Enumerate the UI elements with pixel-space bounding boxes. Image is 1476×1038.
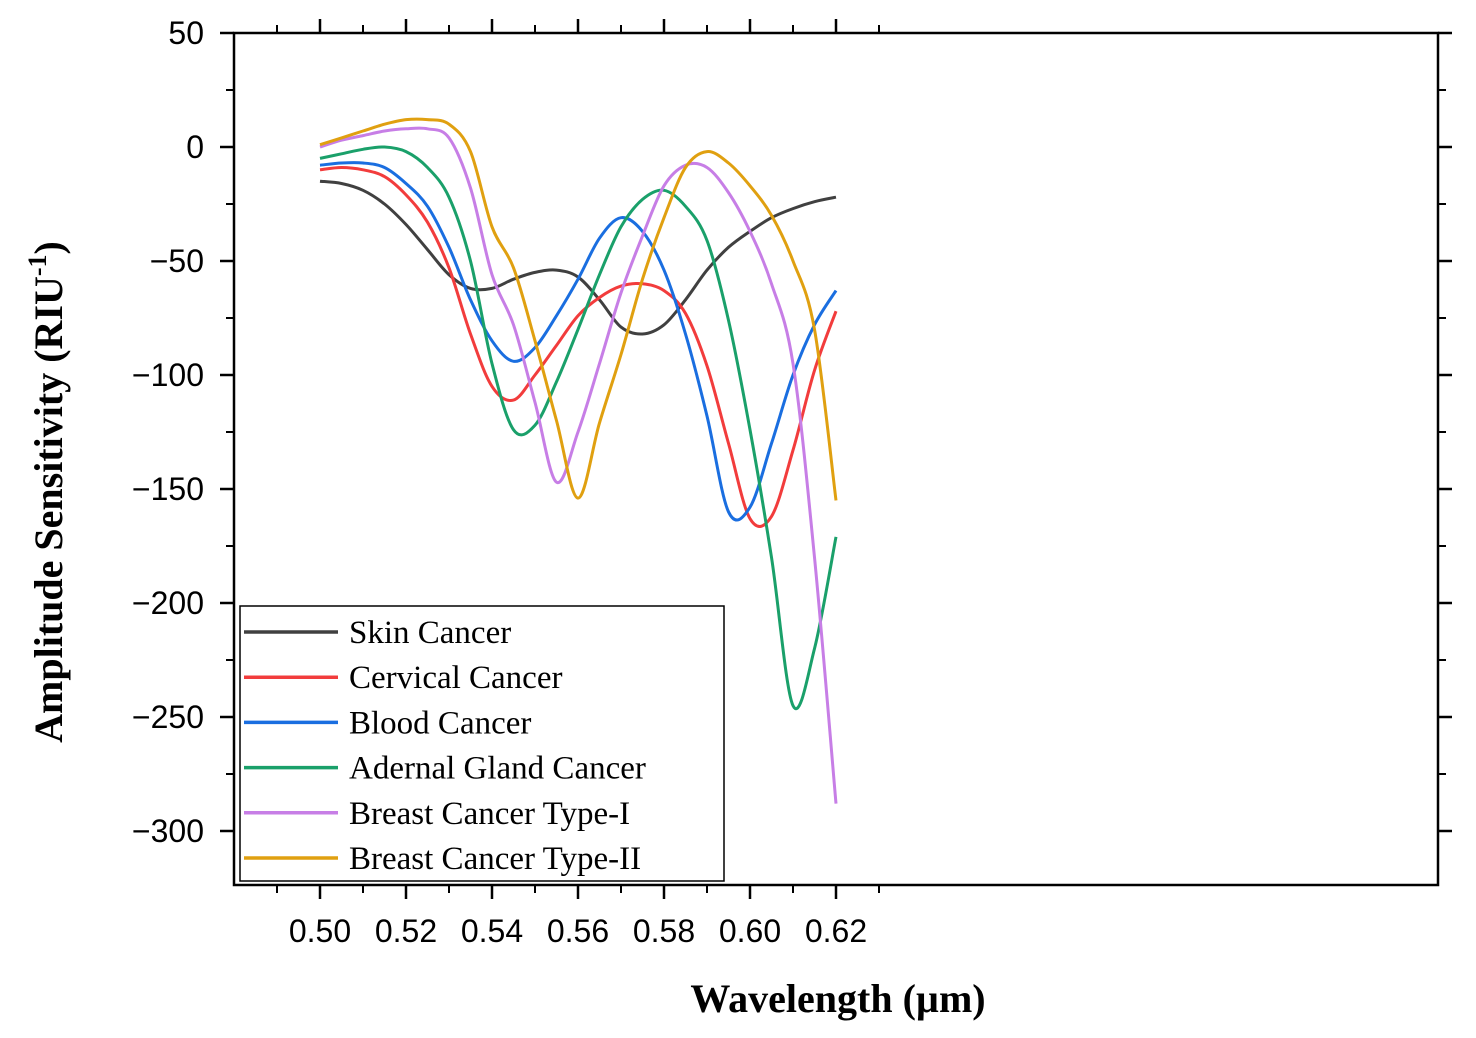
y-axis-title-main: Amplitude Sensitivity (RIU bbox=[26, 276, 71, 743]
legend-label-blood-cancer: Blood Cancer bbox=[349, 705, 531, 741]
x-tick-label: 0.54 bbox=[461, 913, 523, 949]
y-tick-label: 0 bbox=[186, 129, 204, 165]
series-lines bbox=[319, 117, 838, 804]
x-tick-label: 0.56 bbox=[547, 913, 609, 949]
x-axis-title: Wavelength (µm) bbox=[690, 976, 985, 1021]
x-tick-label: 0.62 bbox=[805, 913, 867, 949]
y-tick-label: −150 bbox=[132, 471, 204, 507]
x-tick-label: 0.52 bbox=[375, 913, 437, 949]
x-tick-label: 0.60 bbox=[719, 913, 781, 949]
legend-label-cervical-cancer: Cervical Cancer bbox=[349, 660, 562, 696]
y-tick-label: −250 bbox=[132, 699, 204, 735]
legend-label-adernal-gland-cancer: Adernal Gland Cancer bbox=[349, 751, 646, 787]
series-line-blood-cancer bbox=[319, 161, 838, 522]
y-axis-title: Amplitude Sensitivity (RIU-1) bbox=[23, 241, 71, 743]
y-tick-label: −50 bbox=[150, 243, 204, 279]
axis-ticks bbox=[220, 19, 1452, 899]
legend: Skin Cancer Cervical Cancer Blood Cancer Ad… bbox=[239, 605, 725, 882]
y-tick-label: −200 bbox=[132, 585, 204, 621]
y-axis-title-close: ) bbox=[26, 241, 71, 254]
x-tick-label: 0.58 bbox=[633, 913, 695, 949]
series-line-cervical-cancer bbox=[319, 166, 838, 528]
legend-label-breast-cancer-type-ii: Breast Cancer Type-II bbox=[349, 841, 641, 877]
y-tick-label: −300 bbox=[132, 813, 204, 849]
x-tick-label: 0.50 bbox=[289, 913, 351, 949]
x-tick-labels: 0.50 0.52 0.54 0.56 0.58 0.60 0.62 bbox=[289, 913, 867, 949]
legend-box bbox=[239, 605, 725, 882]
y-axis-title-superscript: -1 bbox=[23, 254, 52, 276]
series-line-skin-cancer bbox=[319, 179, 837, 336]
legend-label-skin-cancer: Skin Cancer bbox=[349, 615, 511, 651]
series-line-breast-cancer-type-i bbox=[319, 126, 838, 804]
y-tick-label: 50 bbox=[168, 15, 204, 51]
series-line-adernal-gland-cancer bbox=[319, 145, 838, 710]
y-tick-label: −100 bbox=[132, 357, 204, 393]
y-tick-labels: 50 0 −50 −100 −150 −200 −250 −300 bbox=[132, 15, 204, 849]
series-line-breast-cancer-type-ii bbox=[319, 117, 838, 501]
legend-label-breast-cancer-type-i: Breast Cancer Type-I bbox=[349, 796, 630, 832]
